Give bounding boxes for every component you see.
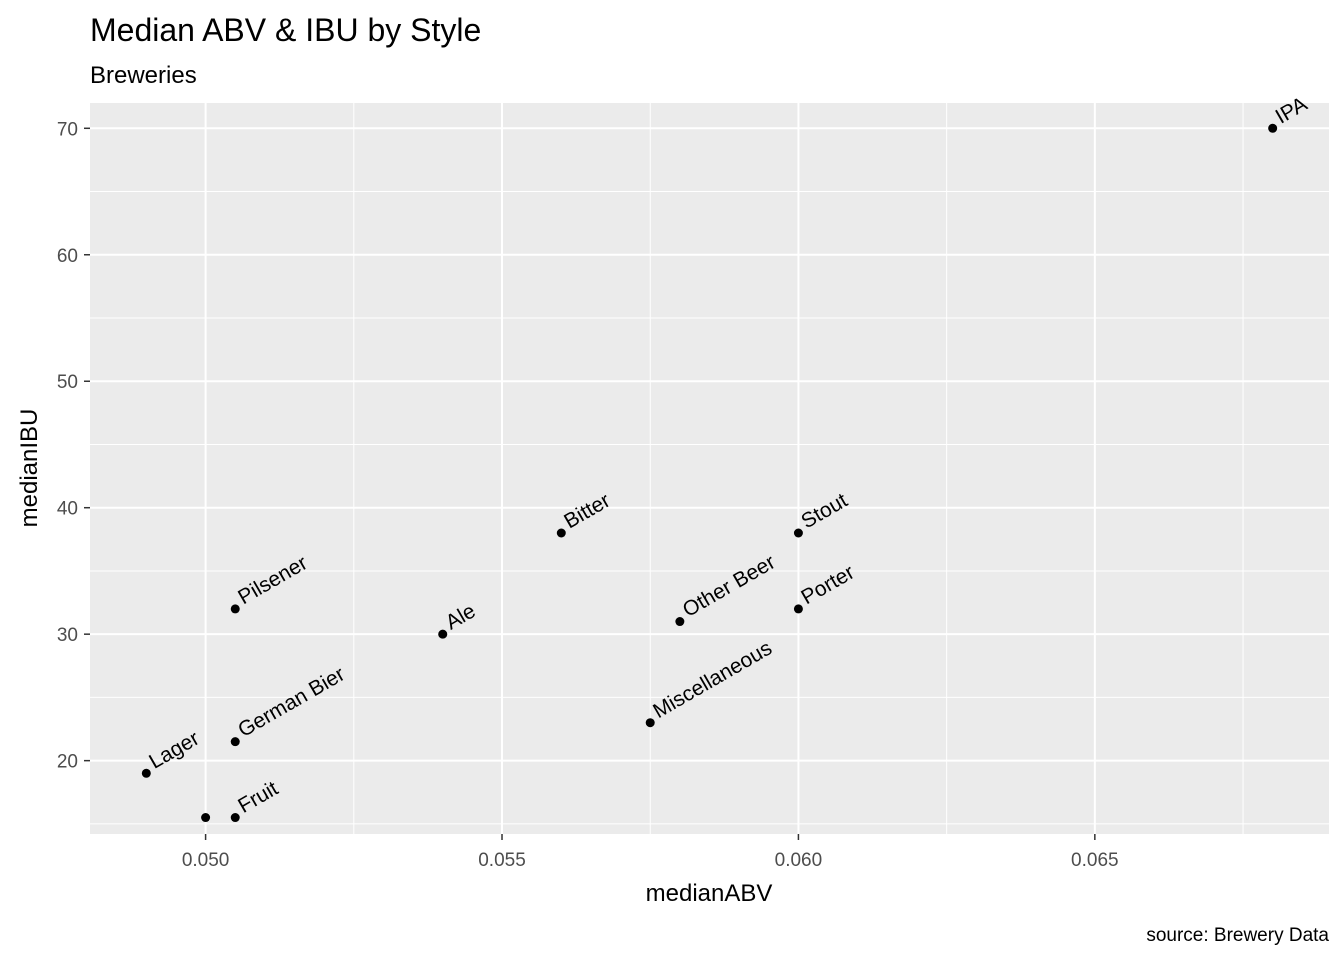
y-tick-label: 30 bbox=[57, 625, 78, 646]
data-point bbox=[230, 737, 240, 747]
major-gridlines bbox=[90, 103, 1329, 834]
data-point bbox=[201, 813, 211, 823]
x-tick-label: 0.065 bbox=[1071, 850, 1119, 871]
chart-subtitle: Breweries bbox=[90, 62, 197, 89]
x-axis-title: medianABV bbox=[646, 880, 773, 907]
data-point bbox=[141, 768, 151, 778]
chart-title: Median ABV & IBU by Style bbox=[90, 12, 481, 48]
y-axis-ticks: 20 30 40 50 60 70 bbox=[57, 119, 90, 773]
x-tick-label: 0.050 bbox=[182, 850, 230, 871]
data-point bbox=[438, 629, 448, 639]
data-point bbox=[793, 528, 803, 538]
y-tick-label: 50 bbox=[57, 372, 78, 393]
data-point bbox=[793, 604, 803, 614]
minor-gridlines bbox=[90, 103, 1329, 834]
y-tick-label: 70 bbox=[57, 119, 78, 140]
data-points bbox=[141, 123, 1278, 823]
data-point bbox=[230, 813, 240, 823]
x-tick-label: 0.060 bbox=[775, 850, 823, 871]
chart-caption: source: Brewery Data bbox=[1146, 925, 1329, 946]
y-tick-label: 40 bbox=[57, 499, 78, 520]
data-point bbox=[675, 617, 685, 627]
data-point bbox=[645, 718, 655, 728]
x-tick-label: 0.055 bbox=[478, 850, 526, 871]
data-point bbox=[556, 528, 566, 538]
x-axis-ticks: 0.050 0.055 0.060 0.065 bbox=[182, 834, 1119, 871]
data-point bbox=[230, 604, 240, 614]
y-axis-title: medianIBU bbox=[16, 409, 43, 528]
y-tick-label: 60 bbox=[57, 246, 78, 267]
y-tick-label: 20 bbox=[57, 752, 78, 773]
data-point bbox=[1268, 123, 1278, 133]
plot-panel bbox=[90, 103, 1329, 834]
